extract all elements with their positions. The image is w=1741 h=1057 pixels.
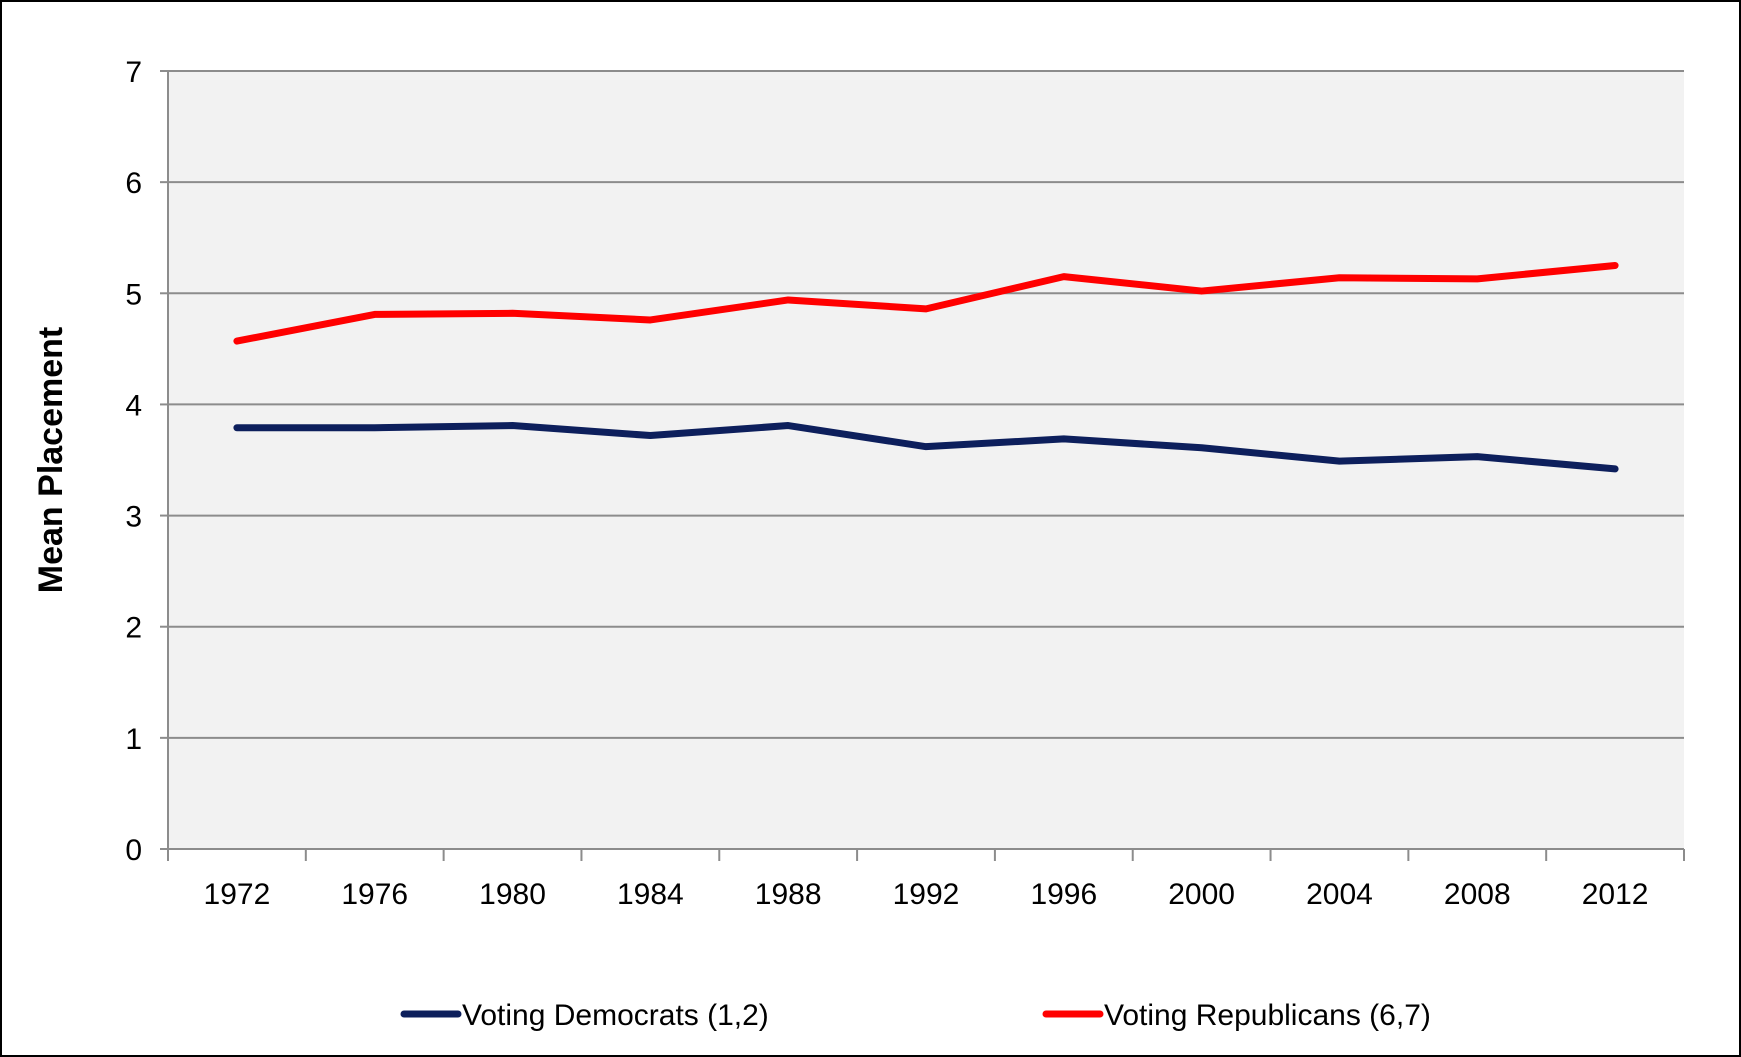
y-tick-label: 2 bbox=[125, 612, 142, 645]
y-tick-label: 3 bbox=[125, 501, 142, 534]
data-point bbox=[1201, 447, 1202, 448]
x-tick-label: 1980 bbox=[479, 878, 546, 911]
data-point bbox=[926, 308, 927, 309]
data-point bbox=[512, 313, 513, 314]
data-point bbox=[926, 446, 927, 447]
x-tick-label: 1988 bbox=[755, 878, 822, 911]
x-tick-label: 1976 bbox=[341, 878, 408, 911]
y-tick-label: 5 bbox=[125, 278, 142, 311]
data-point bbox=[1063, 276, 1064, 277]
data-point bbox=[788, 299, 789, 300]
x-tick-label: 2000 bbox=[1168, 878, 1235, 911]
x-tick-label: 1972 bbox=[204, 878, 271, 911]
y-tick-label: 6 bbox=[125, 167, 142, 200]
data-point bbox=[788, 425, 789, 426]
data-point bbox=[374, 427, 375, 428]
data-point bbox=[374, 314, 375, 315]
legend-label: Voting Democrats (1,2) bbox=[462, 999, 769, 1032]
data-point bbox=[650, 319, 651, 320]
x-tick-label: 2012 bbox=[1582, 878, 1649, 911]
y-tick-label: 4 bbox=[125, 389, 142, 422]
legend-label: Voting Republicans (6,7) bbox=[1104, 999, 1431, 1032]
data-point bbox=[1615, 468, 1616, 469]
data-point bbox=[512, 425, 513, 426]
data-point bbox=[1615, 265, 1616, 266]
y-tick-label: 0 bbox=[125, 834, 142, 867]
data-point bbox=[236, 341, 237, 342]
y-tick-label: 7 bbox=[125, 56, 142, 89]
x-tick-label: 1984 bbox=[617, 878, 684, 911]
y-tick-label: 1 bbox=[125, 723, 142, 756]
data-point bbox=[1339, 461, 1340, 462]
data-point bbox=[1063, 438, 1064, 439]
x-tick-label: 1992 bbox=[893, 878, 960, 911]
data-point bbox=[1339, 277, 1340, 278]
data-point bbox=[1477, 278, 1478, 279]
data-point bbox=[1201, 291, 1202, 292]
data-point bbox=[236, 427, 237, 428]
x-tick-label: 2004 bbox=[1306, 878, 1373, 911]
x-tick-label: 1996 bbox=[1030, 878, 1097, 911]
x-tick-label: 2008 bbox=[1444, 878, 1511, 911]
y-axis-title: Mean Placement bbox=[32, 327, 70, 593]
data-point bbox=[650, 435, 651, 436]
data-point bbox=[1477, 456, 1478, 457]
